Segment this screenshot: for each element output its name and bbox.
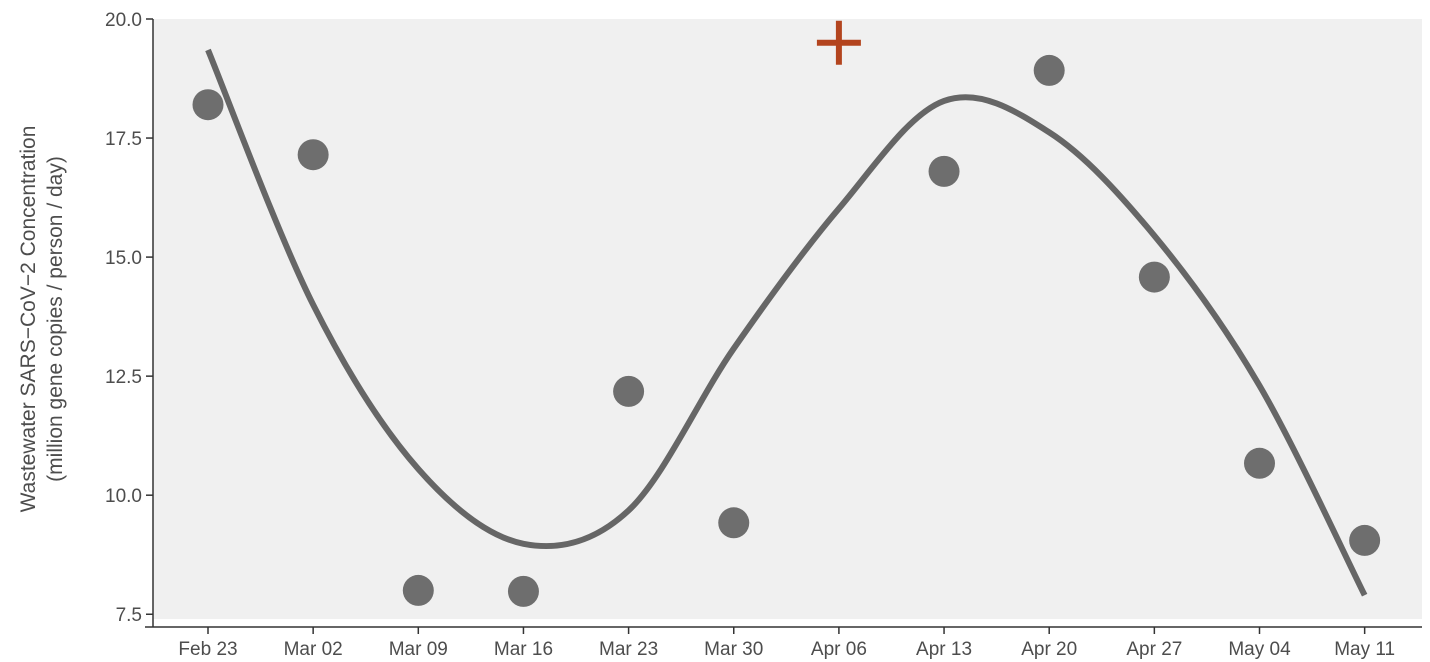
y-tick-label: 7.5 [116,605,142,626]
data-point [1138,261,1170,293]
x-tick-label: Mar 09 [389,639,448,660]
points-layer [192,54,1381,607]
x-tick-label: Mar 16 [494,639,553,660]
data-point [402,574,434,606]
y-tick-label: 10.0 [105,486,142,507]
x-tick-label: Mar 23 [599,639,658,660]
y-tick-label: 12.5 [105,367,142,388]
x-tick-label: May 11 [1334,639,1395,660]
missing-marker-layer [816,20,861,65]
x-tick-label: May 04 [1228,639,1291,660]
data-point [507,575,539,607]
smooth-line-layer [205,48,1368,597]
x-tick-label: Mar 30 [704,639,763,660]
data-point [1244,447,1275,479]
x-tick-label: Apr 27 [1126,639,1182,660]
y-axis-title-line-2: (million gene copies / person / day) [44,156,67,482]
data-point [1349,524,1381,556]
y-tick-label: 15.0 [105,248,142,269]
data-point [928,155,960,187]
axes: 20.0 17.5 15.0 12.5 10.0 7.5 Feb 23 Mar 02 Mar 0… [105,10,1422,660]
plus-marker [816,20,861,65]
plot-background [153,19,1422,619]
data-point [297,139,329,171]
smooth-trend-line [205,48,1368,597]
x-tick-label: Apr 20 [1021,639,1077,660]
x-tick-label: Mar 02 [284,639,343,660]
x-tick-label: Feb 23 [178,639,237,660]
y-tick-label: 17.5 [105,129,142,150]
data-point [1033,54,1065,86]
y-tick-label: 20.0 [105,10,142,31]
x-tick-label: Apr 06 [811,639,867,660]
data-point [192,89,224,121]
data-point [718,507,750,539]
data-point [613,375,645,407]
x-tick-label: Apr 13 [916,639,972,660]
y-axis-title-line-1: Wastewater SARS−CoV−2 Concentration [17,126,40,513]
